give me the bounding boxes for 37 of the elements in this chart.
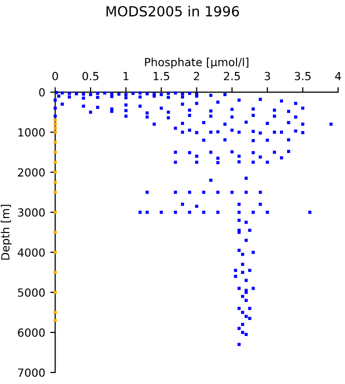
point <box>54 130 57 134</box>
x-tick-label: 2 <box>194 72 200 80</box>
y-tick-label: 1000 <box>18 128 45 137</box>
point <box>54 250 57 254</box>
point <box>54 150 57 154</box>
y-axis-title: Depth [m] <box>0 204 12 260</box>
x-tick-label: 1 <box>124 72 128 80</box>
x-tick-label: 0 <box>52 72 58 80</box>
point <box>54 170 57 174</box>
point <box>54 190 57 194</box>
point <box>54 180 57 184</box>
x-tick-label: 0.5 <box>82 72 98 80</box>
point <box>54 122 57 126</box>
point <box>54 230 57 234</box>
point <box>54 126 57 130</box>
point <box>54 290 57 294</box>
x-tick-label: 4 <box>335 72 342 80</box>
chart-title: MODS2005 in 1996 <box>106 6 239 17</box>
point <box>54 310 57 314</box>
point <box>54 160 57 164</box>
y-tick-label: 7000 <box>18 368 45 377</box>
point <box>54 318 57 322</box>
x-tick-label: 3.5 <box>294 72 311 80</box>
y-tick-label: 0 <box>39 88 45 97</box>
x-tick-label: 2.5 <box>224 72 240 80</box>
x-axis-title: Phosphate [µmol/l] <box>145 58 248 68</box>
x-tick-label: 1.5 <box>154 72 170 80</box>
y-tick-label: 2000 <box>18 168 45 177</box>
y-tick-label: 3000 <box>18 208 45 217</box>
x-tick-label: 3 <box>264 72 270 80</box>
point <box>54 270 57 274</box>
point <box>54 210 57 214</box>
y-tick-label: 4000 <box>18 248 45 257</box>
y-tick-label: 6000 <box>18 328 45 337</box>
y-tick-label: 5000 <box>18 288 45 297</box>
point <box>54 140 57 144</box>
point <box>54 118 57 122</box>
